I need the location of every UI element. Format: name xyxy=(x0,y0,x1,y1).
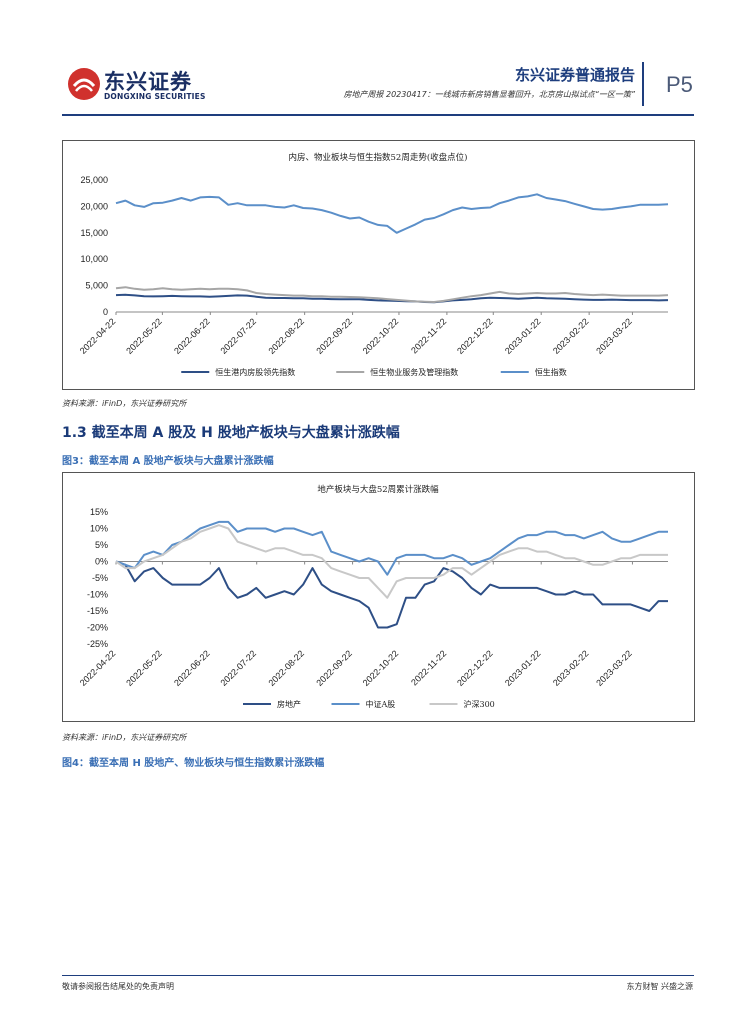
chart-2-a-share: 地产板块与大盘52周累计涨跌幅 -25% -20% -15% -10% -5% 0% 5% 10… xyxy=(78,484,668,709)
chart-1-x-tick: 2022-11-22 xyxy=(409,316,448,355)
chart-1-series-line-1 xyxy=(115,293,669,304)
chart-2-x-tick: 2022-06-22 xyxy=(172,648,212,688)
chart-1-x-tick: 2022-12-22 xyxy=(455,316,495,356)
chart-2-legend-label-3: 沪深300 xyxy=(464,699,495,709)
chart-1-y-tick: 20,000 xyxy=(80,201,108,211)
logo-english-text: DONGXING SECURITIES xyxy=(104,92,206,101)
chart-2-x-tick: 2023-01-22 xyxy=(503,648,543,688)
logo-text: 东兴证券 xyxy=(104,70,192,94)
chart-2-x-tick: 2022-04-22 xyxy=(78,648,118,688)
chart-2-y-tick: -15% xyxy=(87,606,108,616)
chart-2-frame xyxy=(62,472,695,722)
chart-2-series-line-2 xyxy=(115,520,668,576)
chart-2-x-tick: 2022-09-22 xyxy=(314,648,354,688)
chart-1-x-tick: 2022-08-22 xyxy=(266,316,306,356)
chart-2-series-line-1 xyxy=(115,560,668,629)
chart-2-y-tick: 0% xyxy=(95,557,108,567)
header-divider xyxy=(642,62,644,106)
chart-2-y-tick: -5% xyxy=(92,573,108,583)
report-type-title: 东兴证券普通报告 xyxy=(514,66,635,84)
chart-1-title: 内房、物业板块与恒生指数52周走势(收盘点位) xyxy=(289,152,468,163)
report-subtitle: 房地产周报 20230417：一线城市新房销售显著回升，北京房山拟试点“一区一策… xyxy=(343,90,635,99)
figure-4-caption: 图4：截至本周 H 股地产、物业板块与恒生指数累计涨跌幅 xyxy=(62,758,325,769)
chart-2-y-tick: 15% xyxy=(90,507,108,517)
figure-3-source: 资料来源：iFinD，东兴证券研究所 xyxy=(62,733,187,742)
chart-2-x-tick: 2022-10-22 xyxy=(361,648,401,688)
chart-2-x-tick: 2022-07-22 xyxy=(218,648,258,688)
chart-1-x-tick: 2022-04-22 xyxy=(78,316,118,356)
chart-1-x-tick: 2022-10-22 xyxy=(361,316,401,356)
chart-2-y-tick: -10% xyxy=(87,590,108,600)
chart-2-series-line-3 xyxy=(115,524,668,599)
chart-2-x-tick: 2022-11-22 xyxy=(409,648,448,687)
chart-2-title: 地产板块与大盘52周累计涨跌幅 xyxy=(317,484,439,495)
chart-1-legend-label-3: 恒生指数 xyxy=(535,367,567,377)
chart-1-x-tick: 2022-05-22 xyxy=(124,316,164,356)
chart-2-legend-label-1: 房地产 xyxy=(277,699,301,709)
chart-2-y-tick: -25% xyxy=(87,639,108,649)
chart-1-x-tick: 2022-07-22 xyxy=(218,316,258,356)
footer-disclaimer: 敬请参阅报告结尾处的免责声明 xyxy=(62,982,174,991)
chart-2-x-tick: 2023-02-22 xyxy=(551,648,591,688)
figure-3-caption: 图3：截至本周 A 股地产板块与大盘累计涨跌幅 xyxy=(62,456,274,467)
section-heading: 1.3 截至本周 A 股及 H 股地产板块与大盘累计涨跌幅 xyxy=(62,425,400,441)
chart-1-x-tick: 2023-03-22 xyxy=(594,316,634,356)
chart-1-y-tick: 0 xyxy=(103,307,108,317)
chart-1-frame xyxy=(62,140,695,390)
chart-1-hk-index: 内房、物业板块与恒生指数52周走势(收盘点位) 0 5,000 10,000 15,00… xyxy=(78,152,669,377)
chart-1-y-tick: 15,000 xyxy=(80,228,108,238)
chart-1-series-line-3 xyxy=(115,193,669,234)
chart-1-x-tick: 2023-02-22 xyxy=(551,316,591,356)
chart-2-y-tick: -20% xyxy=(87,623,108,633)
chart-1-x-tick: 2022-06-22 xyxy=(172,316,212,356)
chart-1-x-tick: 2022-09-22 xyxy=(314,316,354,356)
footer-rule xyxy=(62,975,694,976)
chart-1-y-tick: 25,000 xyxy=(80,175,108,185)
chart-2-x-tick: 2023-03-22 xyxy=(594,648,634,688)
chart-1-legend-label-1: 恒生港内房股领先指数 xyxy=(215,367,295,377)
page-number: P5 xyxy=(666,72,693,97)
chart-1-y-tick: 10,000 xyxy=(80,254,108,264)
logo-mark-icon xyxy=(68,68,100,100)
footer-slogan: 东方财智 兴盛之源 xyxy=(626,982,693,991)
header-rule xyxy=(62,114,694,116)
chart-1-x-tick: 2023-01-22 xyxy=(503,316,543,356)
chart-2-x-tick: 2022-08-22 xyxy=(266,648,306,688)
chart-1-y-tick: 5,000 xyxy=(85,281,108,291)
chart-2-y-tick: 10% xyxy=(90,524,108,534)
chart-2-x-tick: 2022-12-22 xyxy=(455,648,495,688)
chart-2-y-tick: 5% xyxy=(95,540,108,550)
chart-2-legend-label-2: 中证A股 xyxy=(366,699,396,709)
figure-2-source: 资料来源：iFinD，东兴证券研究所 xyxy=(62,399,187,408)
chart-2-x-tick: 2022-05-22 xyxy=(124,648,164,688)
chart-1-legend-label-2: 恒生物业服务及管理指数 xyxy=(370,367,458,377)
chart-1-series-line-2 xyxy=(115,286,669,303)
